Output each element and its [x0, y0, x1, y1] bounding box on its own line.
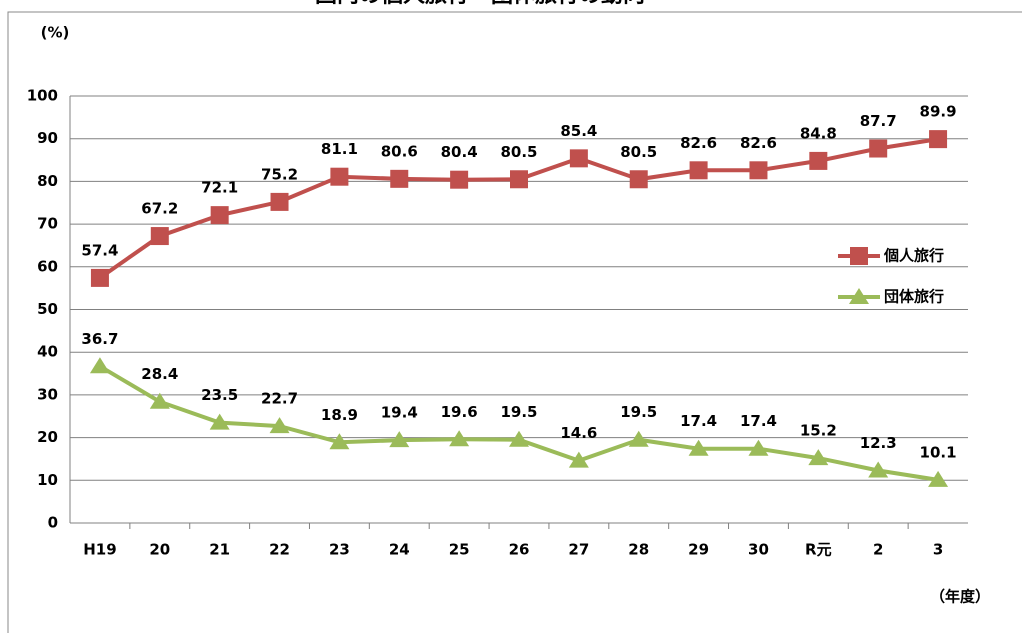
- x-tick-label: 26: [509, 541, 530, 559]
- legend-marker: [849, 288, 869, 304]
- data-label: 57.4: [81, 241, 118, 259]
- data-label: 85.4: [560, 122, 597, 140]
- data-label: 87.7: [860, 112, 897, 130]
- point: [390, 169, 409, 188]
- data-label: 14.6: [560, 424, 597, 442]
- x-tick-label: 27: [568, 541, 589, 559]
- data-label: 22.7: [261, 390, 298, 408]
- point: [89, 357, 110, 374]
- y-tick-label: 90: [37, 129, 58, 147]
- point: [629, 170, 648, 189]
- x-tick-label: 22: [269, 541, 290, 559]
- y-tick-label: 20: [37, 428, 58, 446]
- y-tick-label: 30: [37, 385, 58, 403]
- point: [149, 392, 170, 409]
- data-label: 82.6: [680, 134, 717, 152]
- data-label: 75.2: [261, 165, 298, 183]
- data-label: 15.2: [800, 422, 837, 440]
- point: [389, 431, 410, 448]
- x-tick-label: 29: [688, 541, 709, 559]
- point: [809, 151, 828, 170]
- data-label: 19.4: [381, 404, 418, 422]
- data-label: 17.4: [680, 412, 717, 430]
- x-tick-label: H19: [83, 541, 116, 559]
- point: [90, 268, 109, 287]
- chart-title: 国内の個人旅行・団体旅行の動向: [315, 0, 645, 8]
- x-tick-label: 24: [389, 541, 410, 559]
- data-label: 18.9: [321, 406, 358, 424]
- x-tick-label: 28: [628, 541, 649, 559]
- point: [869, 139, 888, 158]
- y-axis-label: (%): [41, 24, 70, 42]
- y-tick-label: 40: [37, 343, 58, 361]
- point: [568, 451, 589, 468]
- y-tick-label: 60: [37, 257, 58, 275]
- y-tick-label: 100: [27, 87, 58, 105]
- point: [749, 161, 768, 180]
- point: [150, 227, 169, 246]
- point: [509, 430, 529, 447]
- y-tick-label: 70: [37, 215, 58, 233]
- point: [209, 413, 230, 430]
- data-label: 19.5: [500, 403, 537, 421]
- data-label: 23.5: [201, 386, 238, 404]
- point: [449, 430, 470, 447]
- data-label: 84.8: [800, 124, 837, 142]
- data-label: 12.3: [860, 434, 897, 452]
- data-label: 80.5: [620, 143, 657, 161]
- x-tick-label: 21: [209, 541, 230, 559]
- legend-marker: [850, 247, 868, 265]
- data-label: 10.1: [920, 443, 957, 461]
- frame: [7, 11, 1022, 633]
- data-label: 82.6: [740, 134, 777, 152]
- data-label: 28.4: [141, 365, 178, 383]
- point: [928, 470, 949, 487]
- data-label: 19.6: [441, 403, 478, 421]
- data-label: 80.4: [441, 143, 478, 161]
- data-label: 81.1: [321, 140, 358, 158]
- x-tick-label: 25: [449, 541, 470, 559]
- point: [569, 149, 588, 168]
- point: [330, 167, 349, 186]
- y-tick-label: 10: [37, 471, 58, 489]
- data-label: 72.1: [201, 179, 238, 197]
- x-tick-label: R元: [805, 541, 832, 559]
- point: [269, 417, 290, 434]
- point: [450, 170, 469, 189]
- data-label: 19.5: [620, 403, 657, 421]
- x-tick-label: 30: [748, 541, 769, 559]
- x-tick-label: 2: [873, 541, 883, 559]
- x-tick-label: 23: [329, 541, 350, 559]
- legend-label: 団体旅行: [884, 288, 944, 306]
- point: [689, 161, 708, 180]
- y-tick-label: 0: [48, 514, 58, 532]
- y-tick-label: 50: [37, 300, 58, 318]
- data-label: 89.9: [920, 103, 957, 121]
- x-tick-label: 20: [149, 541, 170, 559]
- x-tick-label: 3: [933, 541, 943, 559]
- point: [688, 439, 709, 456]
- data-label: 36.7: [81, 330, 118, 348]
- point: [929, 130, 948, 149]
- point: [210, 206, 229, 225]
- data-label: 80.6: [381, 142, 418, 160]
- legend-label: 個人旅行: [883, 247, 944, 265]
- data-label: 80.5: [500, 143, 537, 161]
- data-label: 17.4: [740, 412, 777, 430]
- point: [868, 461, 889, 478]
- point: [510, 170, 528, 189]
- x-axis-label: （年度）: [930, 588, 990, 606]
- point: [748, 439, 769, 456]
- point: [270, 192, 289, 211]
- point: [329, 433, 350, 450]
- point: [628, 430, 649, 447]
- data-label: 67.2: [141, 200, 178, 218]
- y-tick-label: 80: [37, 172, 58, 190]
- point: [808, 449, 829, 466]
